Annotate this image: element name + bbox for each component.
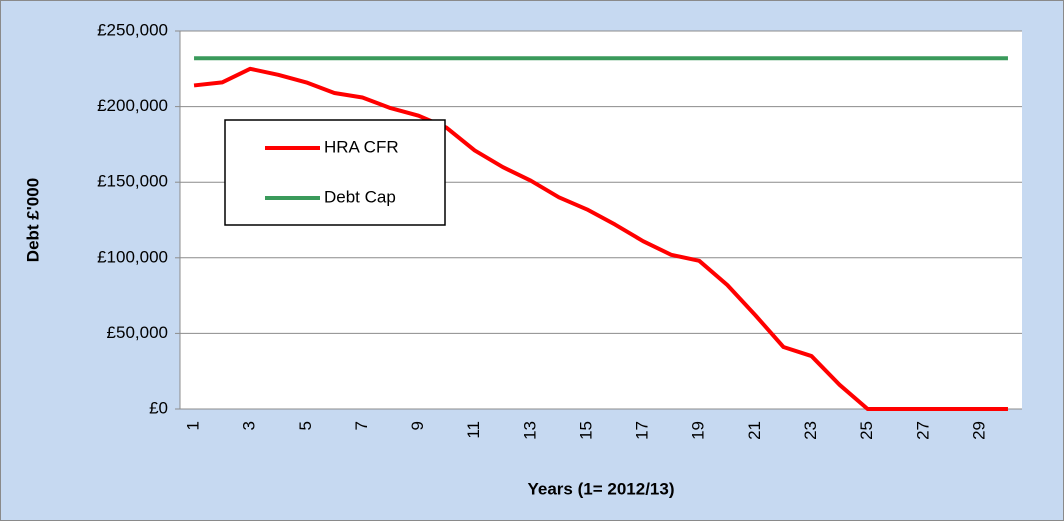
- y-tick-label: £100,000: [97, 247, 168, 266]
- x-tick-label: 3: [240, 421, 259, 430]
- x-tick-label: 27: [913, 421, 932, 440]
- x-axis-title: Years (1= 2012/13): [528, 479, 675, 498]
- x-tick-label: 11: [464, 421, 483, 439]
- x-tick-label: 17: [633, 421, 652, 440]
- x-tick-label: 23: [801, 421, 820, 440]
- y-tick-label: £150,000: [97, 172, 168, 191]
- y-tick-label: £0: [149, 398, 168, 417]
- x-tick-label: 21: [745, 421, 764, 440]
- x-tick-label: 1: [184, 421, 203, 430]
- y-tick-label: £250,000: [97, 20, 168, 39]
- x-tick-label: 15: [576, 421, 595, 440]
- y-tick-label: £50,000: [107, 323, 168, 342]
- y-axis-title: Debt £'000: [23, 178, 42, 262]
- x-tick-label: 29: [969, 421, 988, 440]
- x-tick-label: 7: [352, 421, 371, 430]
- x-tick-label: 25: [857, 421, 876, 440]
- y-tick-label: £200,000: [97, 96, 168, 115]
- legend-label: HRA CFR: [324, 137, 399, 156]
- x-tick-label: 13: [520, 421, 539, 440]
- series-line: [193, 66, 1008, 411]
- x-tick-label: 5: [296, 421, 315, 430]
- legend-label: Debt Cap: [324, 187, 396, 206]
- legend-box: [224, 119, 446, 226]
- x-tick-label: 9: [408, 421, 427, 430]
- x-tick-label: 19: [689, 421, 708, 440]
